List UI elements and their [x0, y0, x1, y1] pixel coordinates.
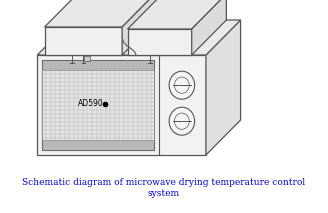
Bar [42, 70, 154, 140]
Text: AD590: AD590 [78, 99, 104, 108]
Polygon shape [45, 0, 157, 27]
Bar [42, 60, 154, 150]
Bar [42, 60, 154, 70]
Bar [37, 55, 206, 155]
Circle shape [169, 71, 195, 99]
Polygon shape [122, 0, 157, 55]
Polygon shape [128, 0, 226, 29]
Polygon shape [192, 0, 226, 55]
Circle shape [169, 107, 195, 135]
Polygon shape [206, 20, 241, 155]
Polygon shape [37, 20, 241, 55]
Text: Schematic diagram of microwave drying temperature control: Schematic diagram of microwave drying te… [22, 178, 306, 187]
Text: system: system [148, 189, 180, 198]
Bar [42, 140, 154, 150]
Bar [128, 29, 192, 55]
Bar [85, 56, 90, 61]
Bar [45, 27, 122, 55]
